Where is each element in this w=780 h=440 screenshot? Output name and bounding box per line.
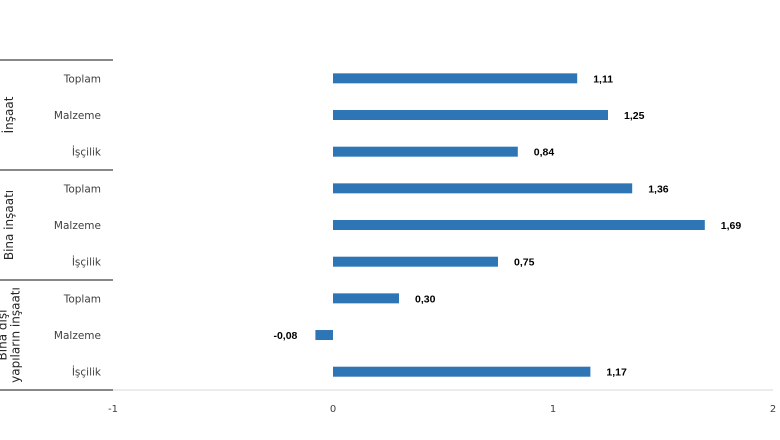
bar [315,330,333,341]
bar [333,220,705,231]
data-label: 1,17 [606,367,627,379]
category-label: Toplam [63,73,101,85]
data-label: 1,11 [593,73,613,85]
axes: -1 0 1 2 [0,59,776,415]
data-label: 0,30 [415,293,436,305]
data-label: 0,84 [534,147,555,159]
data-label: 1,36 [648,183,669,195]
x-tick-label: 0 [330,404,336,415]
x-tick-label: 1 [550,404,556,415]
category-label: İşçilik [72,366,102,379]
data-label: 1,69 [721,220,742,232]
bar [333,183,633,194]
category-label: İşçilik [72,256,102,269]
bar [333,293,399,304]
bar [333,366,591,377]
category-label: Malzeme [54,220,101,232]
bars [315,73,705,377]
group-label: Bina dışı [0,310,10,361]
bar [333,73,578,84]
data-label: 1,25 [624,110,645,122]
bar [333,146,518,157]
group-label: İnşaat [1,96,16,133]
category-label: Malzeme [54,110,101,122]
category-label: Toplam [63,183,101,195]
labels: İnşaat Toplam 1,11 Malzeme 1,25 İşçilik 0,84 Bi… [0,73,741,383]
group-label: yapıların inşaatı [9,287,23,383]
group-label: Bina inşaatı [2,190,16,260]
category-label: Toplam [63,293,101,305]
bar [333,110,608,121]
category-label: İşçilik [72,146,102,159]
data-label: 0,75 [514,257,535,269]
x-tick-label: -1 [108,404,118,415]
x-tick-label: 2 [770,404,776,415]
category-label: Malzeme [54,330,101,342]
bar [333,256,498,267]
data-label: -0,08 [273,330,297,342]
